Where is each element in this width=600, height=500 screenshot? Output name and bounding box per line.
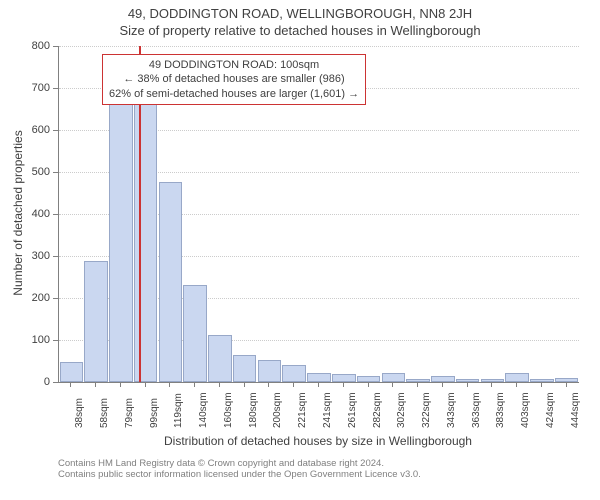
bar [258, 360, 282, 382]
chart-title-1: 49, DODDINGTON ROAD, WELLINGBOROUGH, NN8… [0, 0, 600, 21]
xtick-mark [442, 382, 443, 387]
bar [505, 373, 529, 382]
xtick-label: 99sqm [149, 398, 160, 428]
xtick-label: 180sqm [248, 392, 259, 428]
xtick-mark [541, 382, 542, 387]
xtick-mark [268, 382, 269, 387]
ytick-mark [53, 130, 58, 131]
xtick-mark [318, 382, 319, 387]
xtick-label: 383sqm [495, 392, 506, 428]
info-box: 49 DODDINGTON ROAD: 100sqm ← 38% of deta… [102, 54, 366, 105]
info-line2: ← 38% of detached houses are smaller (98… [109, 72, 359, 86]
xtick-label: 363sqm [471, 392, 482, 428]
ytick-mark [53, 214, 58, 215]
x-axis-label: Distribution of detached houses by size … [58, 434, 578, 448]
xtick-label: 302sqm [396, 392, 407, 428]
xtick-mark [244, 382, 245, 387]
xtick-mark [293, 382, 294, 387]
xtick-mark [120, 382, 121, 387]
chart-title-2: Size of property relative to detached ho… [0, 21, 600, 38]
xtick-label: 58sqm [99, 398, 110, 428]
xtick-label: 343sqm [446, 392, 457, 428]
ytick-label: 500 [20, 166, 50, 178]
xtick-mark [368, 382, 369, 387]
xtick-mark [566, 382, 567, 387]
footer-line1: Contains HM Land Registry data © Crown c… [58, 458, 421, 469]
bar [233, 355, 257, 382]
bar [60, 362, 84, 382]
xtick-label: 322sqm [421, 392, 432, 428]
xtick-label: 38sqm [74, 398, 85, 428]
xtick-mark [219, 382, 220, 387]
xtick-label: 403sqm [520, 392, 531, 428]
ytick-mark [53, 88, 58, 89]
bar [134, 96, 158, 382]
bar [382, 373, 406, 382]
bar [530, 379, 554, 382]
xtick-mark [70, 382, 71, 387]
info-line1: 49 DODDINGTON ROAD: 100sqm [109, 58, 359, 72]
bar [208, 335, 232, 382]
xtick-label: 424sqm [545, 392, 556, 428]
xtick-mark [145, 382, 146, 387]
ytick-label: 0 [20, 376, 50, 388]
footer-attribution: Contains HM Land Registry data © Crown c… [58, 458, 421, 481]
bar [84, 261, 108, 382]
ytick-label: 200 [20, 292, 50, 304]
xtick-label: 241sqm [322, 392, 333, 428]
bar [431, 376, 455, 382]
bar [332, 374, 356, 382]
xtick-mark [516, 382, 517, 387]
bar [183, 285, 207, 382]
chart-container: 49, DODDINGTON ROAD, WELLINGBOROUGH, NN8… [0, 0, 600, 500]
xtick-label: 444sqm [570, 392, 581, 428]
ytick-mark [53, 382, 58, 383]
xtick-mark [417, 382, 418, 387]
ytick-label: 600 [20, 124, 50, 136]
ytick-label: 400 [20, 208, 50, 220]
xtick-label: 119sqm [173, 393, 184, 428]
xtick-mark [169, 382, 170, 387]
xtick-mark [467, 382, 468, 387]
xtick-label: 200sqm [272, 392, 283, 428]
ytick-mark [53, 298, 58, 299]
xtick-mark [194, 382, 195, 387]
xtick-label: 221sqm [297, 392, 308, 428]
bar [109, 101, 133, 382]
xtick-mark [392, 382, 393, 387]
ytick-mark [53, 256, 58, 257]
ytick-mark [53, 46, 58, 47]
bar [282, 365, 306, 382]
xtick-label: 261sqm [347, 392, 358, 428]
xtick-label: 282sqm [372, 392, 383, 428]
ytick-label: 300 [20, 250, 50, 262]
gridline [59, 46, 579, 47]
info-line3: 62% of semi-detached houses are larger (… [109, 87, 359, 101]
bar [307, 373, 331, 382]
ytick-label: 800 [20, 40, 50, 52]
xtick-label: 79sqm [124, 398, 135, 428]
ytick-label: 700 [20, 82, 50, 94]
xtick-mark [95, 382, 96, 387]
xtick-mark [343, 382, 344, 387]
xtick-mark [491, 382, 492, 387]
xtick-label: 140sqm [198, 392, 209, 428]
ytick-label: 100 [20, 334, 50, 346]
ytick-mark [53, 172, 58, 173]
bar [159, 182, 183, 382]
footer-line2: Contains public sector information licen… [58, 469, 421, 480]
xtick-label: 160sqm [223, 392, 234, 428]
ytick-mark [53, 340, 58, 341]
